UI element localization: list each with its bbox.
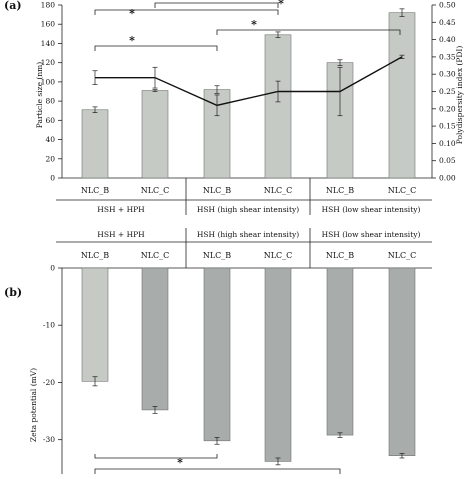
y-tick-label: -20	[43, 378, 55, 387]
y-tick-label: 60	[45, 116, 55, 125]
y2-tick-label: 0.30	[439, 70, 456, 79]
group-label: HSH + HPH	[97, 205, 145, 214]
x-category-label: NLC_B	[81, 186, 109, 195]
significance-bracket	[154, 2, 279, 8]
panel-b-ylabel: Zeta potential (mV)	[29, 368, 38, 442]
bar	[264, 34, 292, 179]
significance-star: *	[129, 7, 135, 20]
x-category-label: NLC_B	[81, 251, 109, 260]
bar	[326, 267, 354, 436]
bar	[388, 267, 416, 456]
x-category-label: NLC_C	[141, 251, 170, 260]
panel-a-y2label: Polydispersity index (PDI)	[455, 46, 464, 145]
bar	[81, 109, 109, 179]
y2-tick-label: 0.10	[439, 139, 456, 148]
y-tick-label: 20	[45, 154, 55, 163]
y-tick-label: 80	[45, 97, 55, 106]
x-category-label: NLC_C	[264, 251, 293, 260]
y-tick-label: 120	[41, 58, 56, 67]
group-label: HSH (high shear intensity)	[197, 230, 299, 239]
x-category-label: NLC_B	[203, 251, 231, 260]
y-tick-label: 180	[41, 1, 56, 10]
y2-tick-label: 0.20	[439, 104, 456, 113]
significance-bracket	[94, 454, 218, 459]
panel-a-label: (a)	[4, 0, 22, 12]
y2-tick-label: 0.25	[439, 87, 456, 96]
x-category-label: NLC_C	[388, 186, 417, 195]
y-tick-label: 160	[41, 20, 56, 29]
significance-star: *	[251, 18, 257, 31]
panel-a-plot: 0 20 40 60 80 100 120 140 160 180 0.00 0.05 0.10 0.15…	[41, 0, 456, 215]
x-category-label: NLC_B	[203, 186, 231, 195]
x-category-label: NLC_C	[264, 186, 293, 195]
significance-star: *	[278, 0, 284, 10]
significance-bracket	[216, 29, 401, 35]
y-tick-label: -30	[43, 435, 55, 444]
significance-bracket	[94, 45, 218, 51]
y2-tick-label: 0.40	[439, 35, 456, 44]
y2-tick-label: 0.45	[439, 18, 456, 27]
y-tick-label: 0	[50, 174, 55, 183]
x-category-label: NLC_B	[326, 186, 354, 195]
x-category-label: NLC_C	[388, 251, 417, 260]
significance-bracket	[94, 468, 341, 474]
significance-star: *	[129, 34, 135, 47]
bar	[141, 90, 169, 179]
group-label: HSH (high shear intensity)	[197, 205, 299, 214]
y2-tick-label: 0.05	[439, 156, 456, 165]
panel-b-label: (b)	[4, 286, 22, 299]
x-category-label: NLC_C	[141, 186, 170, 195]
y-tick-label: 140	[41, 39, 56, 48]
group-label: HSH + HPH	[97, 230, 145, 239]
x-category-label: NLC_B	[326, 251, 354, 260]
y2-tick-label: 0.00	[439, 174, 456, 183]
y2-tick-label: 0.15	[439, 122, 456, 131]
significance-star: *	[177, 456, 183, 469]
bar	[141, 267, 169, 411]
bar	[264, 267, 292, 462]
significance-bracket	[94, 9, 279, 15]
panel-b-plot: HSH + HPH HSH (high shear intensity) HSH (…	[43, 228, 432, 474]
group-label: HSH (low shear intensity)	[322, 205, 421, 214]
y2-tick-label: 0.35	[439, 52, 456, 61]
group-label: HSH (low shear intensity)	[322, 230, 421, 239]
bar	[388, 12, 416, 179]
pdi-line	[95, 56, 403, 107]
y2-tick-label: 0.50	[439, 1, 456, 10]
bar	[203, 267, 231, 442]
y-tick-label: 0	[50, 264, 55, 273]
bar	[81, 267, 109, 382]
y-tick-label: 100	[41, 77, 56, 86]
y-tick-label: -10	[43, 321, 55, 330]
y-tick-label: 40	[45, 135, 55, 144]
panel-a-ylabel: Particle size (nm)	[35, 62, 44, 128]
